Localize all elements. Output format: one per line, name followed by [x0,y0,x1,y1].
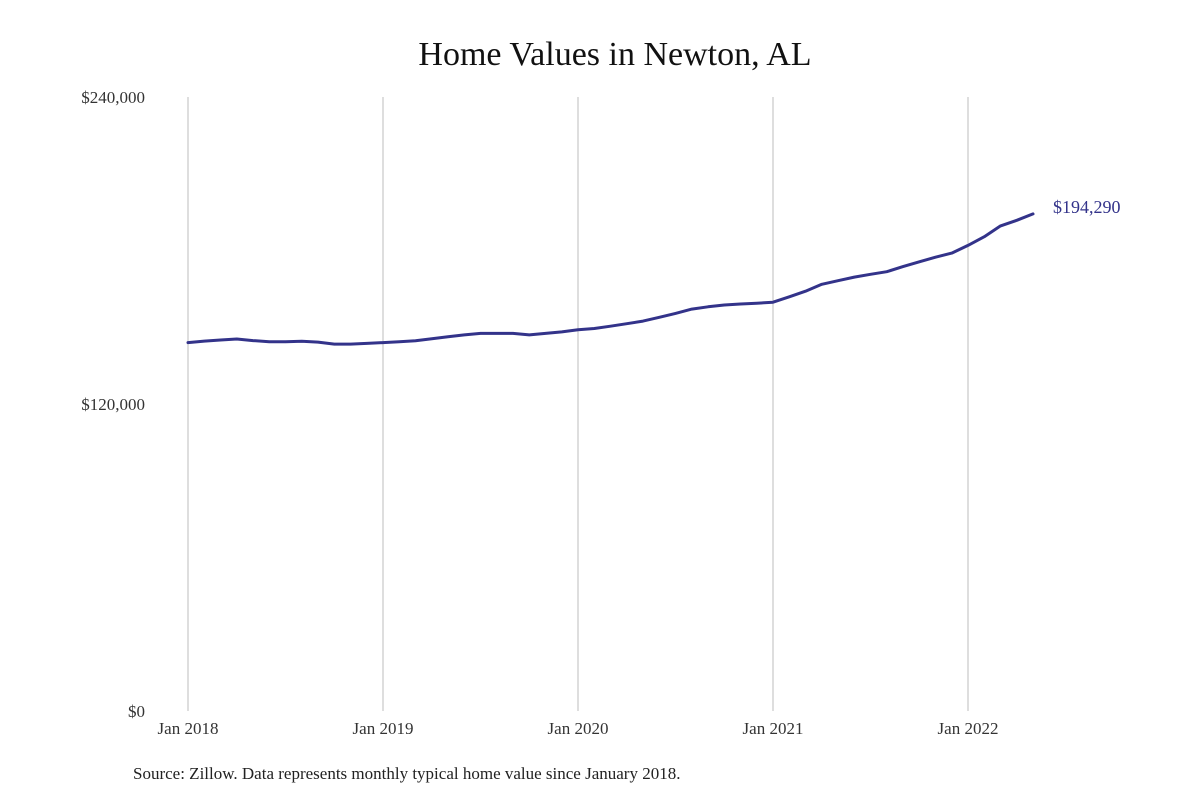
x-tick-label: Jan 2021 [743,719,804,738]
x-tick-label: Jan 2018 [158,719,219,738]
end-value-label: $194,290 [1053,197,1121,217]
y-tick-label: $120,000 [81,395,145,414]
grid-layer [187,97,969,711]
series-layer [186,212,1035,346]
series-line [186,212,1035,346]
y-axis: $0 $120,000 $240,000 [81,88,145,721]
x-tick-label: Jan 2019 [353,719,414,738]
x-tick-label: Jan 2022 [938,719,999,738]
chart-title: Home Values in Newton, AL [418,36,812,73]
label-layer: $194,290 [1053,197,1121,217]
x-tick-label: Jan 2020 [548,719,609,738]
y-tick-label: $0 [128,702,145,721]
y-tick-label: $240,000 [81,88,145,107]
source-note: Source: Zillow. Data represents monthly … [133,764,681,783]
x-axis: Jan 2018 Jan 2019 Jan 2020 Jan 2021 Jan 2022 [158,719,999,738]
